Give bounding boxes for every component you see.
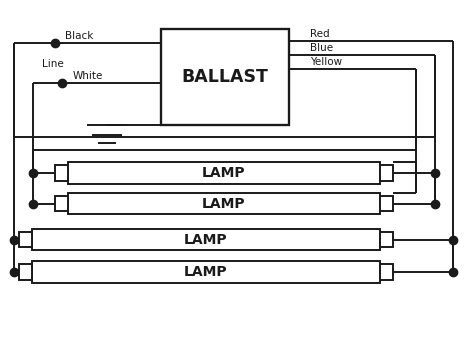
Bar	[55, 165, 68, 181]
Bar	[380, 196, 393, 211]
Bar	[32, 261, 380, 283]
Text: White: White	[73, 71, 103, 81]
Bar	[380, 165, 393, 181]
Text: LAMP: LAMP	[202, 196, 246, 211]
Bar	[161, 29, 289, 125]
Bar	[18, 232, 32, 247]
Text: Yellow: Yellow	[310, 57, 342, 67]
Text: Red: Red	[310, 29, 329, 39]
Text: LAMP: LAMP	[202, 166, 246, 180]
Bar	[18, 264, 32, 280]
Bar	[32, 228, 380, 250]
Text: Line: Line	[42, 59, 64, 69]
Bar	[380, 232, 393, 247]
Text: Black: Black	[65, 31, 94, 41]
Text: BALLAST: BALLAST	[182, 68, 269, 86]
Bar	[55, 196, 68, 211]
Bar	[68, 193, 380, 214]
Bar	[68, 162, 380, 184]
Bar	[380, 264, 393, 280]
Text: LAMP: LAMP	[184, 265, 228, 279]
Text: LAMP: LAMP	[184, 233, 228, 246]
Text: Blue: Blue	[310, 43, 333, 53]
